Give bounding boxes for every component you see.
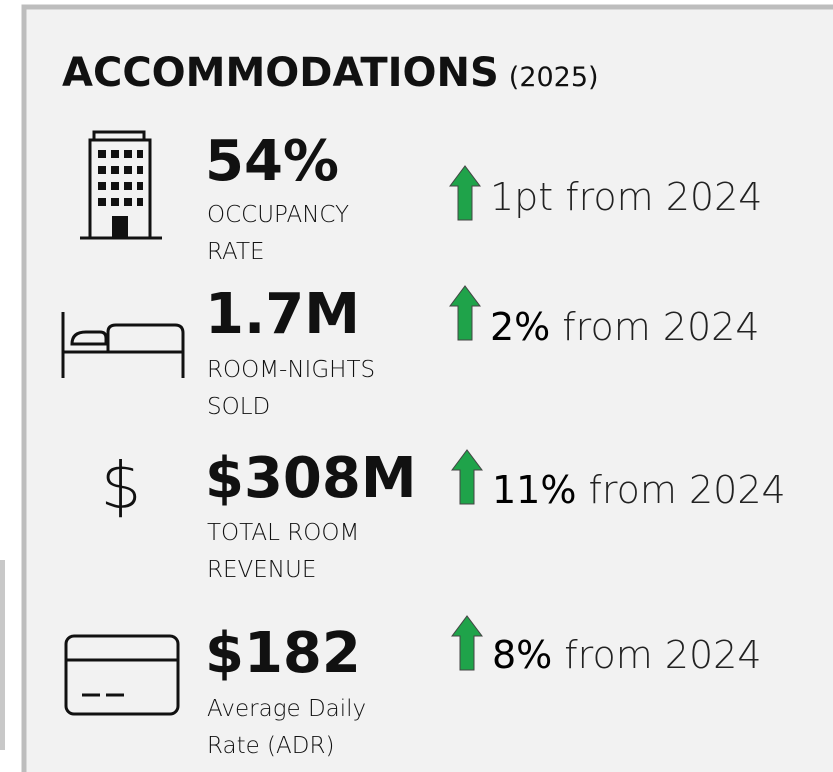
metric-label: RATE: [207, 239, 265, 265]
dollar-icon: $: [101, 450, 142, 524]
comparison: from 2024: [564, 633, 761, 677]
metric-label: REVENUE: [207, 557, 316, 583]
card-background: [21, 4, 833, 772]
metric-label: Average Daily: [207, 696, 366, 722]
change-text: 2% from 2024: [490, 305, 760, 349]
title-text: ACCOMMODATIONS: [62, 50, 499, 96]
change-text: 11% from 2024: [492, 468, 786, 512]
card-icon: [64, 634, 180, 716]
change: 8%: [492, 633, 552, 677]
bed-icon: [61, 312, 185, 378]
change-text: 8% from 2024: [492, 633, 762, 677]
change: 11%: [492, 468, 576, 512]
up-arrow: [451, 615, 483, 671]
comparison: from 2024: [588, 468, 785, 512]
metric-label: TOTAL ROOM: [207, 520, 359, 546]
comparison: from 2024: [565, 175, 762, 219]
neighbor-edge: [0, 560, 5, 750]
metric-label: ROOM-NIGHTS: [207, 357, 375, 383]
title: ACCOMMODATIONS (2025): [62, 50, 599, 96]
metric-value: 54%: [205, 129, 339, 194]
change: 2%: [490, 305, 550, 349]
building-icon: [80, 130, 162, 240]
up-arrow: [449, 285, 481, 341]
metric-value: $308M: [205, 446, 417, 511]
subtitle: (2025): [509, 62, 599, 93]
up-arrow: [451, 449, 483, 505]
change-text: 1pt from 2024: [490, 175, 762, 219]
metric-value: $182: [205, 621, 361, 686]
icons: [61, 130, 185, 716]
up-arrow: [449, 165, 481, 221]
metric-label: OCCUPANCY: [207, 202, 349, 228]
metric-label: Rate (ADR): [207, 733, 334, 759]
metric-label: SOLD: [207, 394, 270, 420]
metric-value: 1.7M: [205, 282, 360, 347]
comparison: from 2024: [562, 305, 759, 349]
change: 1pt: [490, 175, 553, 219]
